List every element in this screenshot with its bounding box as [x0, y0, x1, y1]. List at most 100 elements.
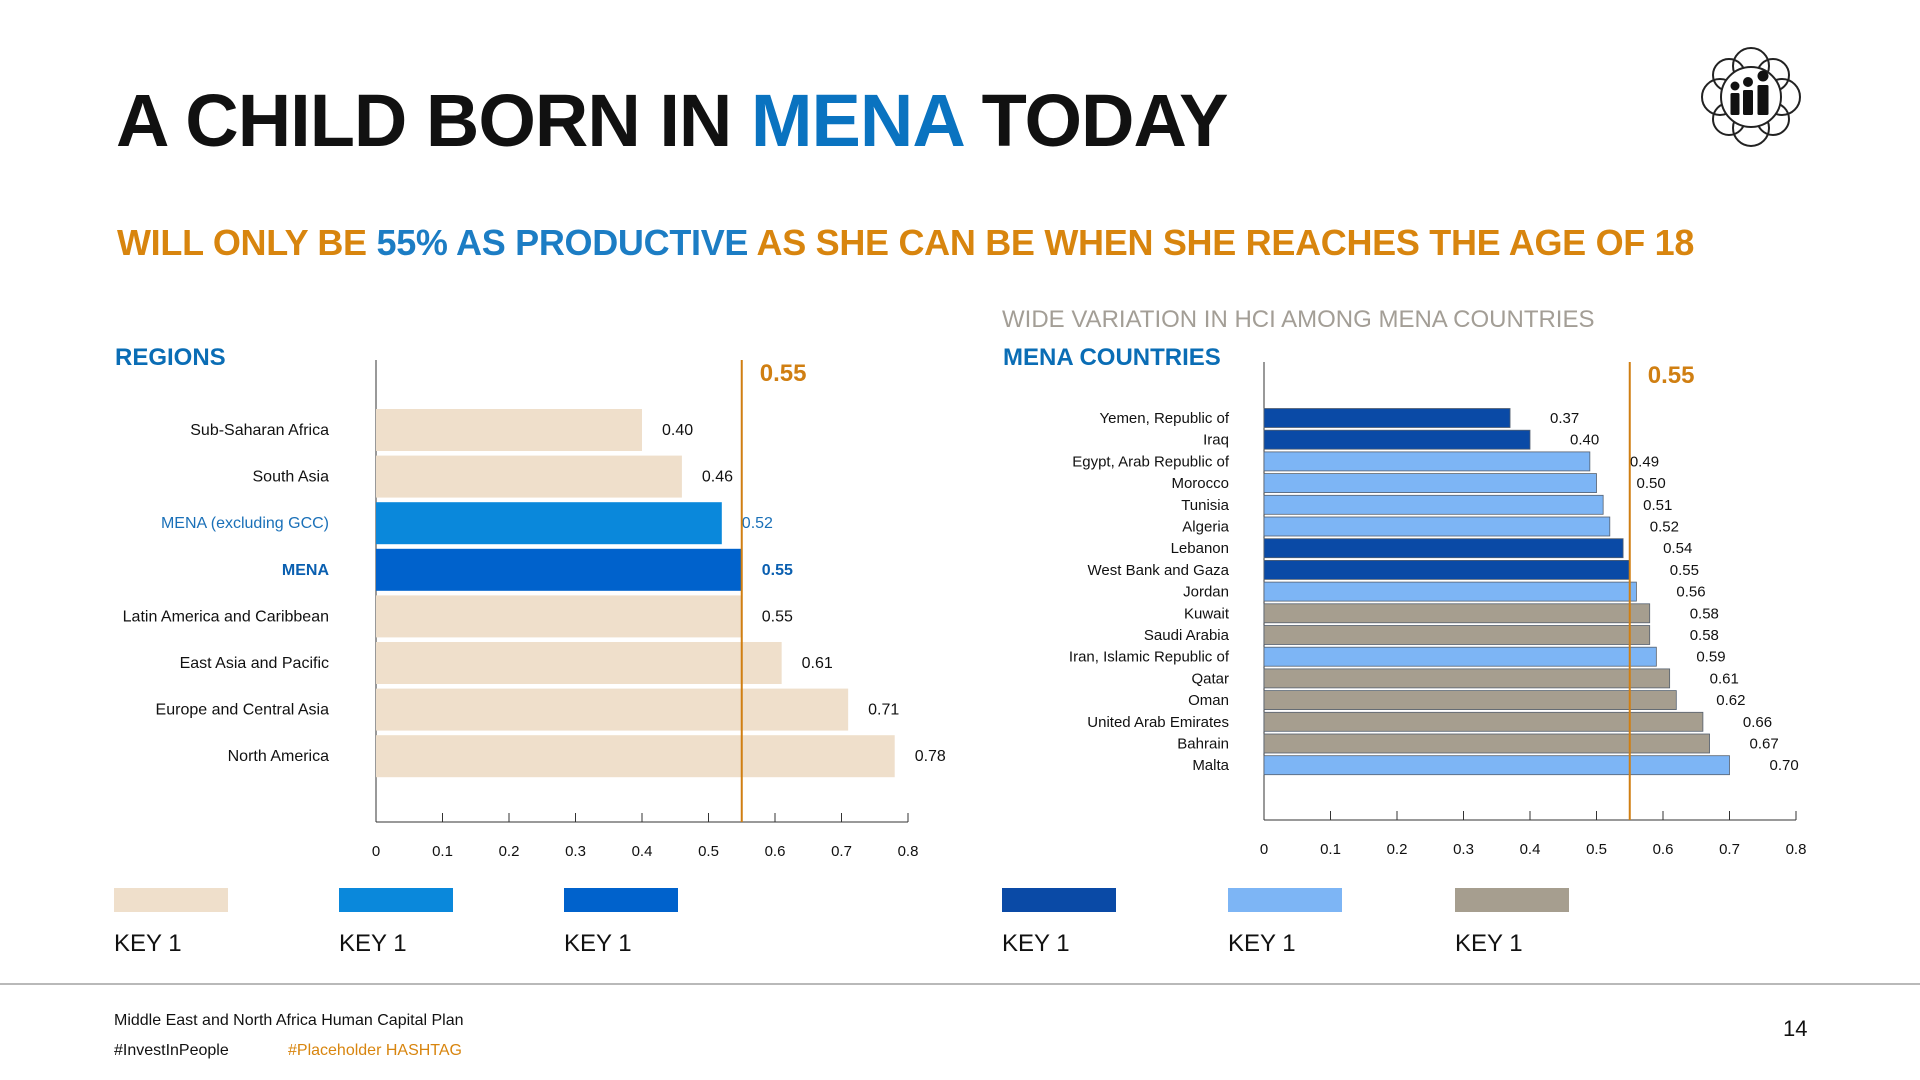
bar	[1263, 429, 1531, 450]
category-label: East Asia and Pacific	[180, 655, 329, 672]
value-label: 0.59	[1696, 649, 1725, 666]
legend-left-2: KEY 1	[339, 888, 453, 958]
title-text-end: TODAY	[962, 79, 1229, 162]
value-label: 0.40	[662, 422, 693, 439]
legend-left-3: KEY 1	[564, 888, 678, 958]
bar	[376, 735, 895, 778]
x-tick-label: 0.4	[632, 843, 653, 860]
value-label: 0.46	[702, 469, 733, 486]
x-tick-label: 0.2	[499, 843, 520, 860]
value-label: 0.40	[1570, 432, 1599, 449]
category-label: Sub-Saharan Africa	[190, 422, 329, 439]
category-label: Algeria	[1182, 519, 1229, 536]
value-label: 0.52	[1650, 519, 1679, 536]
category-label: Jordan	[1183, 584, 1229, 601]
x-tick-label: 0.5	[1586, 841, 1607, 858]
category-label: South Asia	[253, 469, 330, 486]
bar	[376, 688, 849, 731]
value-label: 0.70	[1770, 757, 1799, 774]
reference-line-label: 0.55	[1648, 362, 1695, 389]
value-label: 0.58	[1690, 605, 1719, 622]
x-tick-label: 0.1	[1320, 841, 1341, 858]
category-label: Qatar	[1191, 670, 1229, 687]
category-label: Tunisia	[1181, 497, 1229, 514]
legend-right-1: KEY 1	[1002, 888, 1116, 958]
x-tick-label: 0	[372, 843, 380, 860]
value-label: 0.52	[742, 515, 773, 532]
value-label: 0.55	[762, 562, 793, 579]
subtitle-text: WILL ONLY BE	[117, 222, 377, 263]
countries-label: MENA COUNTRIES	[1003, 344, 1221, 371]
category-label: West Bank and Gaza	[1088, 562, 1230, 579]
category-label: MENA (excluding GCC)	[161, 515, 329, 532]
x-tick-label: 0.8	[1786, 841, 1807, 858]
bar	[376, 409, 642, 451]
bar	[1263, 408, 1511, 428]
legend-left-1: KEY 1	[114, 888, 228, 958]
title-text: A CHILD BORN IN	[116, 79, 751, 162]
x-tick-label: 0.2	[1387, 841, 1408, 858]
category-label: Saudi Arabia	[1144, 627, 1230, 644]
legend-right-2: KEY 1	[1228, 888, 1342, 958]
category-label: Iraq	[1203, 432, 1229, 449]
category-label: MENA	[282, 562, 330, 579]
page-subtitle: WILL ONLY BE 55% AS PRODUCTIVE AS SHE CA…	[117, 222, 1694, 264]
legend-label: KEY 1	[1002, 930, 1070, 957]
x-tick-label: 0.6	[1653, 841, 1674, 858]
x-tick-label: 0.7	[831, 843, 852, 860]
subtitle-highlight: 55% AS PRODUCTIVE	[376, 222, 749, 263]
legend-swatch	[1002, 888, 1116, 912]
legend-label: KEY 1	[1228, 930, 1296, 957]
page-number: 14	[1783, 1016, 1808, 1041]
footer-placeholder-hashtag: #Placeholder HASHTAG	[288, 1042, 462, 1059]
value-label: 0.66	[1743, 714, 1772, 731]
countries-heading: WIDE VARIATION IN HCI AMONG MENA COUNTRI…	[1002, 306, 1595, 333]
regions-chart: 0 0.1 0.2 0.3 0.4 0.5 0.6 0.7 0.8 Sub-Saharan Afr…	[123, 360, 946, 860]
category-label: Latin America and Caribbean	[123, 608, 329, 625]
category-label: Europe and Central Asia	[156, 702, 330, 719]
category-label: Iran, Islamic Republic of	[1069, 649, 1230, 666]
subtitle-text-end: AS SHE CAN BE WHEN SHE REACHES THE AGE O…	[748, 222, 1695, 263]
value-label: 0.61	[1710, 670, 1739, 687]
legend-swatch	[1228, 888, 1342, 912]
footer-divider	[0, 983, 1920, 985]
bar	[1263, 451, 1591, 472]
reference-line-label: 0.55	[760, 360, 807, 387]
bar	[1263, 494, 1604, 515]
bar	[376, 548, 742, 591]
value-label: 0.71	[868, 702, 899, 719]
value-label: 0.50	[1637, 475, 1666, 492]
legend-swatch	[1455, 888, 1569, 912]
bar	[376, 595, 742, 638]
value-label: 0.55	[1670, 562, 1699, 579]
x-tick-label: 0.3	[1453, 841, 1474, 858]
footer-hashtag: #InvestInPeople	[114, 1042, 229, 1059]
category-label: Morocco	[1171, 475, 1229, 492]
value-label: 0.55	[762, 608, 793, 625]
bar	[1263, 581, 1637, 602]
countries-chart: 0 0.1 0.2 0.3 0.4 0.5 0.6 0.7 0.8 Yemen, Republic…	[1069, 362, 1807, 858]
bar	[1263, 538, 1624, 559]
bar	[1263, 733, 1710, 754]
value-label: 0.61	[802, 655, 833, 672]
category-label: Malta	[1192, 757, 1229, 774]
value-label: 0.62	[1716, 692, 1745, 709]
x-tick-label: 0.3	[565, 843, 586, 860]
legend-swatch	[114, 888, 228, 912]
bar	[376, 642, 782, 684]
page-title: A CHILD BORN IN MENA TODAY	[116, 78, 1229, 163]
legend-swatch	[564, 888, 678, 912]
bar	[1263, 755, 1730, 776]
legend-label: KEY 1	[564, 930, 632, 957]
value-label: 0.67	[1750, 736, 1779, 753]
bar	[376, 455, 682, 498]
value-label: 0.58	[1690, 627, 1719, 644]
legend-label: KEY 1	[1455, 930, 1523, 957]
category-label: North America	[228, 748, 329, 765]
category-label: Oman	[1188, 692, 1229, 709]
value-label: 0.78	[915, 748, 946, 765]
legend-right-3: KEY 1	[1455, 888, 1569, 958]
bar	[1263, 516, 1611, 537]
bar	[1263, 560, 1631, 580]
value-label: 0.54	[1663, 540, 1692, 557]
